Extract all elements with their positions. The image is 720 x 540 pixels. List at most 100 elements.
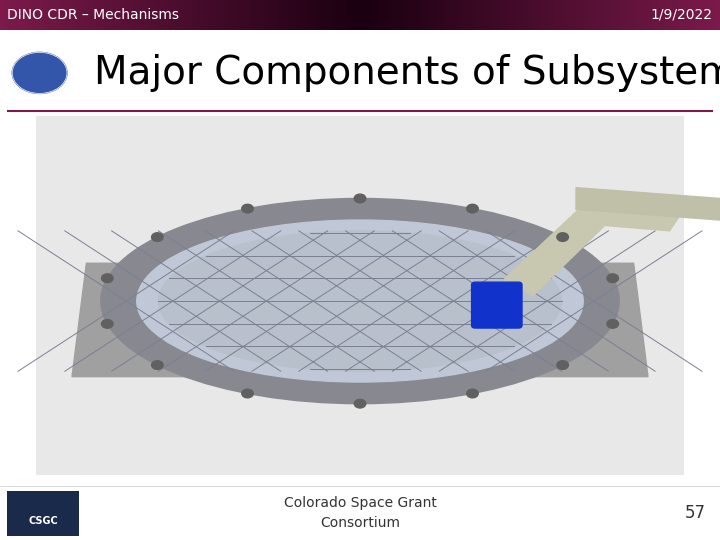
Bar xyxy=(428,0,433,30)
Bar xyxy=(695,0,700,30)
Polygon shape xyxy=(72,263,648,377)
Bar xyxy=(212,0,217,30)
Bar xyxy=(407,0,412,30)
Bar xyxy=(551,0,556,30)
Bar xyxy=(0,0,5,30)
Bar xyxy=(371,0,376,30)
Bar xyxy=(94,0,99,30)
Bar xyxy=(666,0,671,30)
Text: 57: 57 xyxy=(685,504,706,522)
Circle shape xyxy=(242,204,253,213)
Bar xyxy=(389,0,394,30)
Bar xyxy=(335,0,340,30)
Bar xyxy=(148,0,153,30)
Bar xyxy=(623,0,628,30)
Text: CSGC: CSGC xyxy=(28,516,58,526)
Bar xyxy=(50,0,55,30)
Circle shape xyxy=(242,389,253,398)
Bar xyxy=(670,0,675,30)
Bar xyxy=(601,0,606,30)
Bar xyxy=(176,0,181,30)
Bar xyxy=(702,0,707,30)
Bar xyxy=(598,0,603,30)
Bar xyxy=(446,0,451,30)
Bar xyxy=(54,0,59,30)
Bar xyxy=(310,0,315,30)
Circle shape xyxy=(354,400,366,408)
Bar xyxy=(220,0,225,30)
Bar xyxy=(281,0,286,30)
Bar xyxy=(356,0,361,30)
Bar xyxy=(554,0,559,30)
Bar xyxy=(76,0,81,30)
Bar xyxy=(317,0,322,30)
Bar xyxy=(673,0,678,30)
Bar xyxy=(634,0,639,30)
Bar xyxy=(518,0,523,30)
Bar xyxy=(698,0,703,30)
Bar xyxy=(313,0,318,30)
Bar xyxy=(241,0,246,30)
Bar xyxy=(205,0,210,30)
Bar xyxy=(565,0,570,30)
Bar xyxy=(306,0,311,30)
Bar xyxy=(533,0,538,30)
Bar xyxy=(324,0,329,30)
Bar xyxy=(97,0,102,30)
Polygon shape xyxy=(576,188,720,220)
Bar xyxy=(130,0,135,30)
Circle shape xyxy=(152,233,163,241)
Bar xyxy=(230,0,235,30)
Bar xyxy=(36,116,684,475)
Bar xyxy=(61,0,66,30)
Bar xyxy=(173,0,178,30)
Bar xyxy=(590,0,595,30)
Bar xyxy=(209,0,214,30)
Ellipse shape xyxy=(101,199,619,404)
Bar xyxy=(252,0,257,30)
Bar xyxy=(486,0,491,30)
Bar xyxy=(511,0,516,30)
Bar xyxy=(346,0,351,30)
Bar xyxy=(497,0,502,30)
Bar xyxy=(122,0,127,30)
Bar xyxy=(637,0,642,30)
Bar xyxy=(68,0,73,30)
Bar xyxy=(191,0,196,30)
Bar xyxy=(587,0,592,30)
Bar xyxy=(414,0,419,30)
Bar xyxy=(140,0,145,30)
Bar xyxy=(266,0,271,30)
Bar xyxy=(508,0,513,30)
Bar xyxy=(558,0,563,30)
Bar xyxy=(328,0,333,30)
Bar xyxy=(616,0,621,30)
Bar xyxy=(688,0,693,30)
Bar xyxy=(101,0,106,30)
Text: Major Components of Subsystem: Major Components of Subsystem xyxy=(94,54,720,92)
Bar xyxy=(461,0,466,30)
Bar xyxy=(166,0,171,30)
Bar xyxy=(155,0,160,30)
Bar xyxy=(104,0,109,30)
Bar xyxy=(475,0,480,30)
Bar xyxy=(468,0,473,30)
Bar xyxy=(382,0,387,30)
Bar xyxy=(274,0,279,30)
Circle shape xyxy=(12,52,67,93)
Bar xyxy=(709,0,714,30)
Bar xyxy=(713,0,718,30)
Text: Colorado Space Grant
Consortium: Colorado Space Grant Consortium xyxy=(284,496,436,530)
Bar xyxy=(443,0,448,30)
Bar xyxy=(216,0,221,30)
Bar xyxy=(342,0,347,30)
Bar xyxy=(169,0,174,30)
Bar xyxy=(112,0,117,30)
Bar xyxy=(144,0,149,30)
Bar xyxy=(464,0,469,30)
Bar xyxy=(493,0,498,30)
Bar xyxy=(7,491,79,536)
Bar xyxy=(630,0,635,30)
Bar xyxy=(162,0,167,30)
Bar xyxy=(691,0,696,30)
